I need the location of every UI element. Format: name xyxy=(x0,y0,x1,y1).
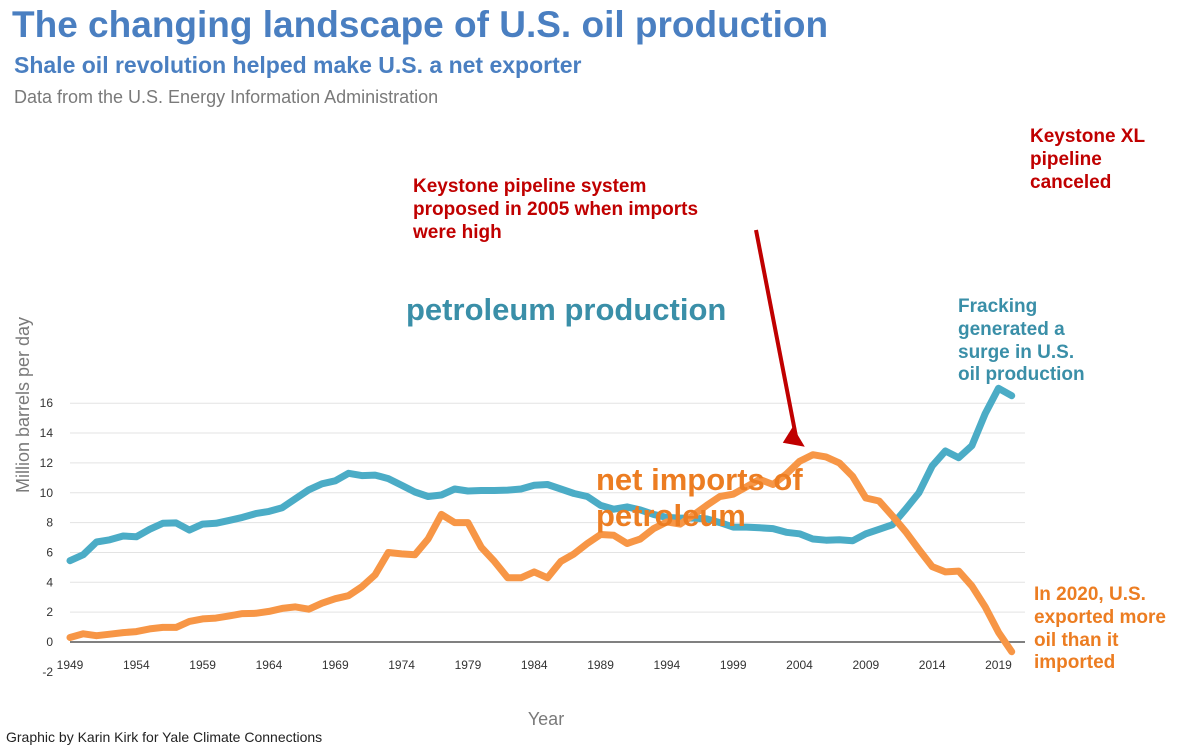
x-tick-label: 1999 xyxy=(720,658,747,672)
y-axis-title: Million barrels per day xyxy=(13,317,33,493)
credit-line: Graphic by Karin Kirk for Yale Climate C… xyxy=(6,729,323,745)
y-tick-label: 6 xyxy=(46,545,53,559)
x-axis-title: Year xyxy=(528,709,564,729)
series-label-production: petroleum production xyxy=(406,292,727,327)
x-tick-label: 2014 xyxy=(919,658,946,672)
y-tick-label: 12 xyxy=(40,456,54,470)
x-tick-label: 1989 xyxy=(587,658,614,672)
y-tick-label: 2 xyxy=(46,605,53,619)
keystone-arrow xyxy=(754,229,799,442)
x-tick-label: 1964 xyxy=(256,658,283,672)
y-tick-label: 16 xyxy=(40,396,54,410)
data-source: Data from the U.S. Energy Information Ad… xyxy=(14,87,439,107)
production-line xyxy=(66,384,1016,565)
x-tick-label: 1949 xyxy=(57,658,84,672)
y-tick-label: 8 xyxy=(46,516,53,530)
x-tick-label: 2019 xyxy=(985,658,1012,672)
x-tick-label: 2004 xyxy=(786,658,813,672)
x-tick-label: 1979 xyxy=(455,658,482,672)
chart-title: The changing landscape of U.S. oil produ… xyxy=(12,4,829,45)
y-tick-label: 4 xyxy=(46,575,53,589)
y-tick-label: 14 xyxy=(40,426,54,440)
imports-line xyxy=(66,451,1016,656)
arrow-head-icon xyxy=(782,426,805,447)
annotation-net-exporter: In 2020, U.S. exported more oil than it … xyxy=(1034,584,1166,674)
annotation-keystone-xl: Keystone XL pipeline canceled xyxy=(1030,126,1146,193)
x-tick-label: 1974 xyxy=(388,658,415,672)
x-tick-label: 1994 xyxy=(654,658,681,672)
x-tick-label: 1969 xyxy=(322,658,349,672)
annotation-keystone-proposed: Keystone pipeline system proposed in 200… xyxy=(413,176,699,243)
x-tick-label: 1984 xyxy=(521,658,548,672)
x-tick-label: 2009 xyxy=(852,658,879,672)
y-tick-label: 0 xyxy=(46,635,53,649)
x-tick-label: 1959 xyxy=(189,658,216,672)
chart-subtitle: Shale oil revolution helped make U.S. a … xyxy=(14,52,582,78)
y-tick-label: -2 xyxy=(42,665,53,679)
annotation-fracking: Fracking generated a surge in U.S. oil p… xyxy=(958,296,1085,386)
x-tick-label: 1954 xyxy=(123,658,150,672)
y-tick-label: 10 xyxy=(40,486,54,500)
series-label-imports: net imports of petroleum xyxy=(596,462,803,533)
